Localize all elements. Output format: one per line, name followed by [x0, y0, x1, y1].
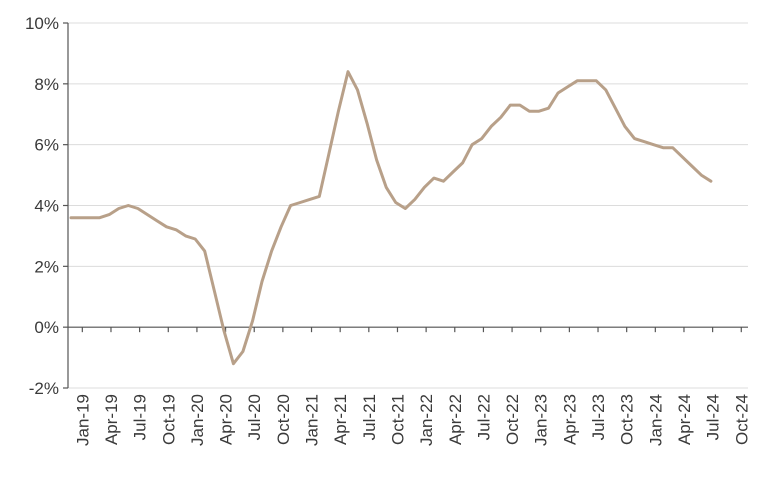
- y-tick-label: 10%: [25, 14, 59, 33]
- x-tick-label: Jul-19: [131, 394, 150, 440]
- x-tick-label: Apr-24: [675, 394, 694, 445]
- x-tick-label: Jul-24: [704, 394, 723, 440]
- y-tick-label: 6%: [34, 136, 59, 155]
- y-axis-tick-labels: -2% 0% 2% 4% 6% 8% 10%: [25, 14, 59, 398]
- series-line: [69, 70, 713, 366]
- y-tick-label: 4%: [34, 197, 59, 216]
- x-tick-label: Jan-23: [532, 394, 551, 446]
- x-tick-label: Jul-20: [245, 394, 264, 440]
- gridlines: [63, 22, 748, 389]
- x-tick-label: Apr-19: [102, 394, 121, 445]
- x-tick-label: Oct-19: [159, 394, 178, 445]
- x-tick-label: Jan-24: [646, 394, 665, 446]
- x-tick-label: Oct-21: [388, 394, 407, 445]
- x-tick-label: Jul-22: [474, 394, 493, 440]
- x-tick-label: Jul-23: [589, 394, 608, 440]
- x-tick-label: Jan-21: [303, 394, 322, 446]
- y-tick-label: 2%: [34, 257, 59, 276]
- x-tick-label: Oct-24: [732, 394, 751, 445]
- y-tick-label: -2%: [29, 379, 59, 398]
- x-axis-ticks: [81, 327, 742, 333]
- x-tick-label: Oct-20: [274, 394, 293, 445]
- x-tick-label: Jan-20: [188, 394, 207, 446]
- x-tick-label: Jan-19: [73, 394, 92, 446]
- y-tick-label: 8%: [34, 75, 59, 94]
- x-tick-label: Jul-21: [360, 394, 379, 440]
- x-axis-tick-labels: Jan-19 Apr-19 Jul-19 Oct-19 Jan-20 Apr-20 Jul-…: [73, 394, 751, 446]
- y-tick-label: 0%: [34, 318, 59, 337]
- x-tick-label: Jan-22: [417, 394, 436, 446]
- x-tick-label: Apr-20: [217, 394, 236, 445]
- x-tick-label: Apr-22: [446, 394, 465, 445]
- x-tick-label: Oct-23: [618, 394, 637, 445]
- x-tick-label: Apr-23: [560, 394, 579, 445]
- x-tick-label: Oct-22: [503, 394, 522, 445]
- x-tick-label: Apr-21: [331, 394, 350, 445]
